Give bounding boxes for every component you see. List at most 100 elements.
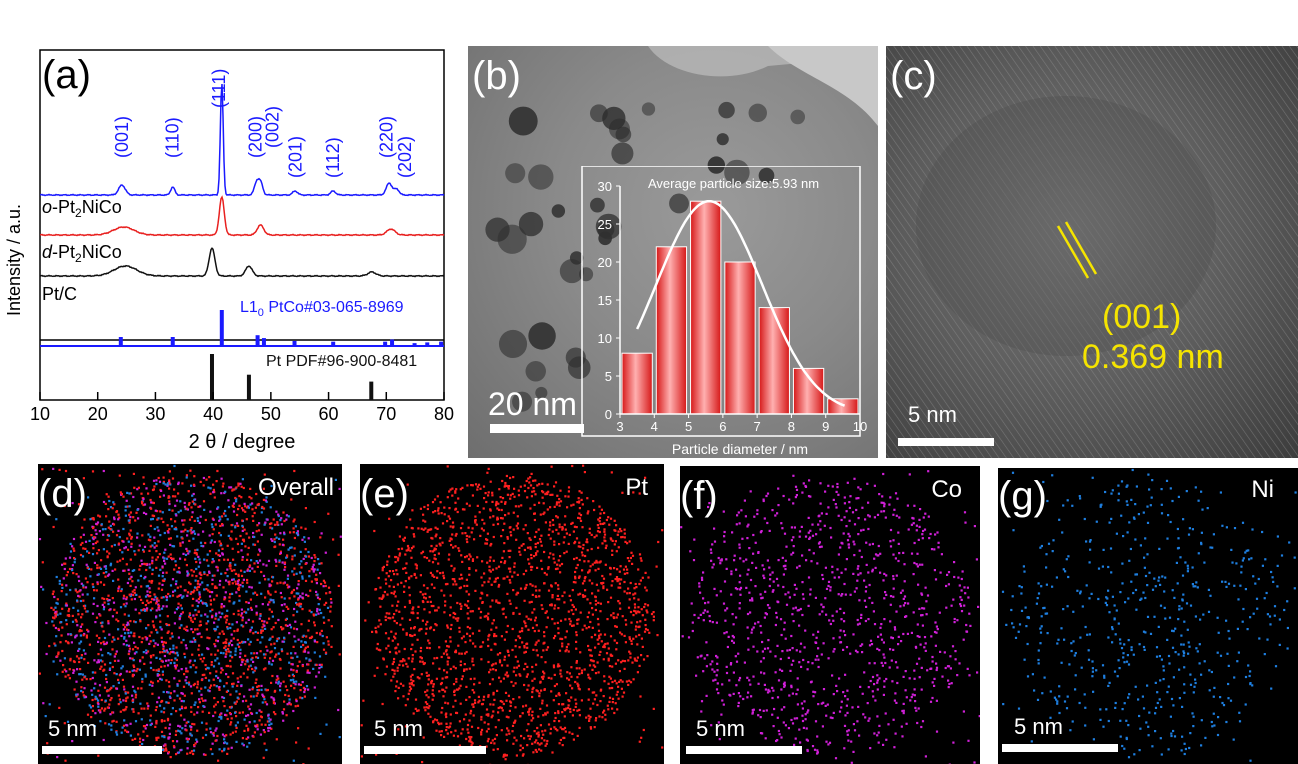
eds-signal-dot	[818, 545, 822, 549]
eds-signal-dot	[448, 725, 452, 728]
eds-signal-dot	[715, 621, 718, 624]
eds-signal-dot	[860, 529, 863, 532]
eds-signal-dot	[415, 576, 418, 579]
eds-signal-dot	[63, 722, 66, 725]
eds-signal-dot	[163, 641, 166, 644]
eds-signal-dot	[534, 616, 537, 619]
eds-signal-dot	[852, 633, 855, 636]
eds-signal-dot	[231, 582, 234, 585]
eds-signal-dot	[260, 688, 263, 691]
eds-signal-dot	[236, 721, 239, 724]
eds-signal-dot	[717, 721, 720, 724]
eds-signal-dot	[418, 629, 421, 632]
eds-signal-dot	[620, 633, 623, 636]
eds-signal-dot	[424, 527, 427, 530]
eds-signal-dot	[209, 610, 212, 613]
eds-signal-dot	[474, 515, 477, 518]
eds-signal-dot	[290, 498, 293, 501]
eds-signal-dot	[421, 660, 424, 663]
eds-signal-dot	[144, 673, 147, 676]
eds-signal-dot	[166, 719, 170, 722]
eds-signal-dot	[505, 754, 508, 757]
eds-signal-dot	[233, 601, 236, 604]
eds-signal-dot	[593, 561, 596, 564]
eds-signal-dot	[173, 690, 176, 693]
eds-signal-dot	[295, 680, 298, 683]
eds-signal-dot	[142, 476, 145, 479]
eds-signal-dot	[411, 654, 414, 657]
eds-signal-dot	[410, 627, 413, 630]
eds-signal-dot	[168, 685, 171, 688]
eds-signal-dot	[439, 537, 442, 540]
eds-signal-dot	[396, 669, 399, 672]
eds-signal-dot	[256, 685, 259, 688]
eds-signal-dot	[131, 673, 134, 676]
eds-signal-dot	[614, 702, 617, 705]
eds-signal-dot	[588, 717, 591, 720]
eds-signal-dot	[561, 645, 564, 648]
eds-signal-dot	[409, 549, 412, 552]
eds-signal-dot	[181, 692, 184, 695]
eds-signal-dot	[259, 715, 263, 718]
eds-signal-dot	[445, 726, 448, 729]
eds-signal-dot	[567, 704, 570, 707]
eds-signal-dot	[150, 656, 153, 659]
eds-signal-dot	[186, 670, 189, 673]
eds-signal-dot	[621, 491, 624, 494]
eds-signal-dot	[577, 618, 580, 621]
eds-signal-dot	[428, 705, 431, 708]
eds-signal-dot	[79, 625, 82, 628]
eds-signal-dot	[275, 653, 278, 656]
eds-signal-dot	[221, 524, 224, 527]
eds-signal-dot	[228, 650, 231, 653]
eds-signal-dot	[588, 570, 591, 573]
eds-signal-dot	[631, 562, 634, 565]
eds-signal-dot	[437, 562, 440, 565]
eds-signal-dot	[186, 572, 189, 575]
eds-signal-dot	[243, 570, 246, 573]
eds-signal-dot	[505, 630, 508, 634]
eds-signal-dot	[101, 625, 104, 628]
eds-signal-dot	[180, 668, 183, 671]
eds-signal-dot	[442, 652, 446, 655]
eds-signal-dot	[736, 514, 739, 517]
eds-signal-dot	[165, 571, 168, 574]
eds-signal-dot	[218, 715, 221, 719]
eds-signal-dot	[787, 656, 790, 659]
eds-signal-dot	[495, 734, 498, 737]
eds-signal-dot	[94, 529, 97, 532]
eds-signal-dot	[301, 681, 304, 684]
eds-signal-dot	[115, 611, 118, 614]
eds-signal-dot	[509, 581, 512, 584]
eds-signal-dot	[117, 678, 120, 681]
eds-signal-dot	[543, 582, 546, 585]
eds-signal-dot	[82, 584, 85, 587]
eds-signal-dot	[523, 587, 527, 590]
eds-signal-dot	[213, 621, 216, 624]
eds-signal-dot	[270, 628, 273, 631]
eds-signal-dot	[292, 614, 295, 617]
eds-signal-dot	[508, 599, 511, 602]
eds-signal-dot	[847, 546, 851, 549]
eds-signal-dot	[159, 677, 162, 680]
eds-signal-dot	[576, 676, 579, 679]
eds-signal-dot	[316, 607, 319, 611]
eds-signal-dot	[527, 477, 530, 480]
eds-signal-dot	[108, 552, 111, 555]
eds-signal-dot	[327, 619, 330, 622]
eds-signal-dot	[604, 713, 607, 716]
eds-signal-dot	[426, 530, 429, 533]
eds-signal-dot	[534, 595, 537, 598]
eds-signal-dot	[526, 646, 529, 649]
eds-signal-dot	[373, 674, 376, 677]
eds-signal-dot	[398, 610, 401, 613]
eds-signal-dot	[290, 546, 293, 549]
eds-signal-dot	[833, 576, 836, 579]
eds-signal-dot	[398, 535, 401, 538]
eds-signal-dot	[465, 538, 468, 541]
eds-signal-dot	[406, 544, 410, 548]
eds-signal-dot	[465, 650, 468, 654]
eds-signal-dot	[153, 542, 156, 545]
eds-signal-dot	[245, 724, 248, 727]
eds-signal-dot	[122, 623, 125, 626]
